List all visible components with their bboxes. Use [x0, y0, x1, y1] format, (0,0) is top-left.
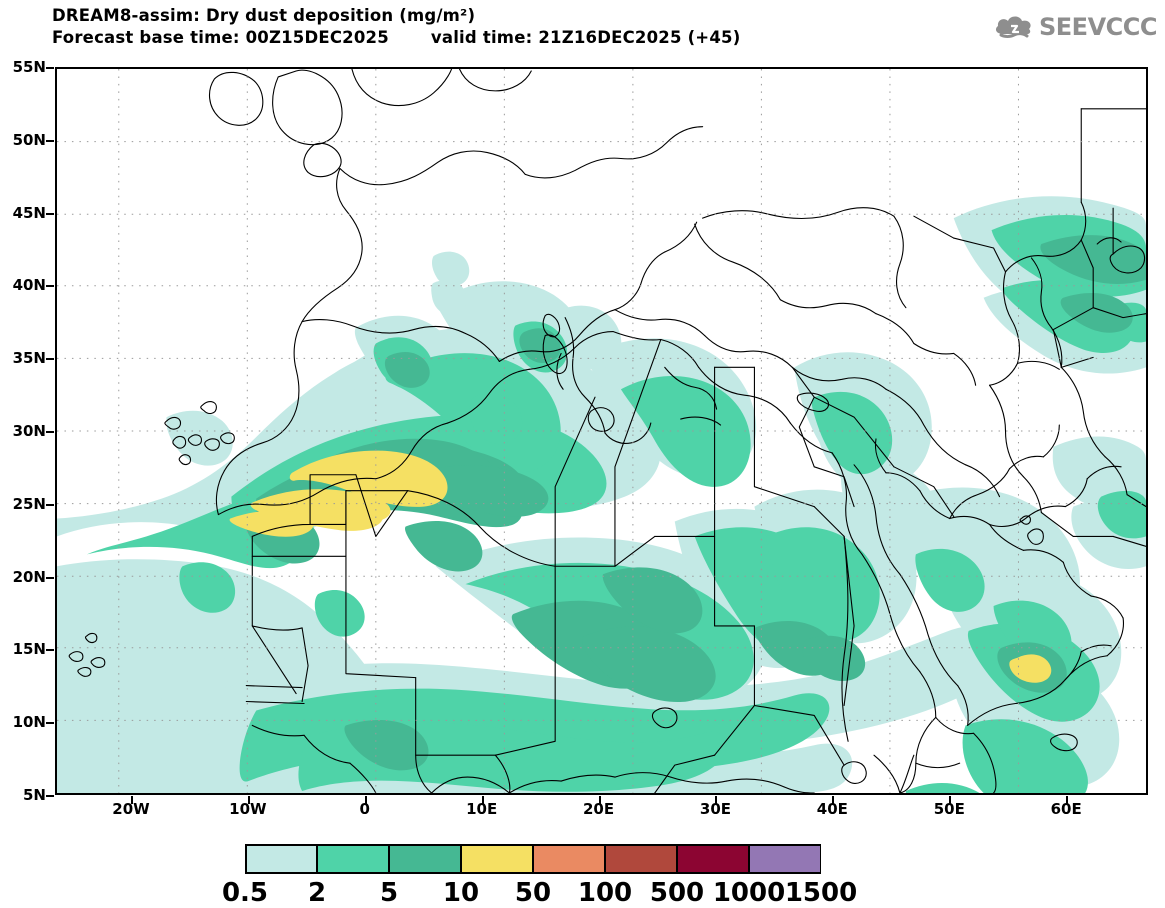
- dust-deposition-map: [57, 69, 1146, 793]
- x-axis-label: 20W: [112, 800, 150, 818]
- y-axis-label: 25N: [12, 494, 46, 513]
- y-axis-tick: [46, 722, 54, 725]
- colorbar-swatch: [245, 844, 317, 874]
- colorbar-tick-label: 2: [307, 878, 327, 908]
- y-axis-tick: [46, 503, 54, 506]
- x-axis-tick: [364, 796, 367, 804]
- chart-header: DREAM8-assim: Dry dust deposition (mg/m²…: [0, 0, 1165, 58]
- seevccc-logo: SEEVCCC: [993, 10, 1158, 44]
- x-axis-label: 0: [359, 800, 370, 818]
- y-axis-label: 20N: [12, 567, 46, 586]
- colorbar-swatch: [677, 844, 749, 874]
- colorbar-swatch: [749, 844, 821, 874]
- x-axis-tick: [832, 796, 835, 804]
- y-axis-label: 15N: [12, 640, 46, 659]
- y-axis-label: 10N: [12, 713, 46, 732]
- map-gridlines: [57, 69, 1146, 793]
- y-axis-tick: [46, 67, 54, 69]
- colorbar-tick-label: 100: [577, 878, 633, 908]
- y-axis-label: 50N: [12, 130, 46, 149]
- x-axis-label: 20E: [583, 800, 615, 818]
- x-axis-tick: [247, 796, 250, 804]
- colorbar-swatch: [317, 844, 389, 874]
- x-axis-tick: [715, 796, 718, 804]
- x-axis-tick: [949, 796, 952, 804]
- colorbar-tick-label: 500: [649, 878, 705, 908]
- page-title: DREAM8-assim: Dry dust deposition (mg/m²…: [52, 6, 476, 25]
- y-axis-label: 45N: [12, 203, 46, 222]
- colorbar-tick-label: 10: [442, 878, 480, 908]
- x-axis-label: 30E: [699, 800, 732, 818]
- map-plot-area: [55, 67, 1148, 795]
- y-axis-label: 30N: [12, 422, 46, 440]
- x-axis-label: 10E: [466, 800, 498, 818]
- y-axis-tick: [46, 431, 54, 433]
- x-axis-label: 50E: [933, 800, 965, 818]
- colorbar-tick-label: 1000: [712, 878, 786, 908]
- y-axis-tick: [46, 649, 54, 652]
- y-axis-label: 5N: [23, 786, 46, 804]
- x-axis-tick: [1066, 796, 1069, 804]
- base-time-text: Forecast base time: 00Z15DEC2025: [52, 28, 389, 47]
- y-axis-tick: [46, 139, 54, 142]
- cloud-icon: [995, 16, 1031, 38]
- y-axis-label: 40N: [12, 276, 46, 295]
- y-axis-tick: [46, 795, 54, 797]
- colorbar-swatches: [245, 844, 821, 874]
- x-axis-tick: [130, 796, 133, 804]
- logo-text: SEEVCCC: [1039, 13, 1158, 41]
- y-axis-label: 35N: [12, 349, 46, 368]
- x-axis-label: 10W: [229, 800, 267, 818]
- y-axis-tick: [46, 576, 54, 579]
- colorbar: 0.5 2 5 10 50 100 500 1000 1500: [0, 838, 1165, 908]
- y-axis-tick: [46, 212, 54, 215]
- y-axis-tick: [46, 285, 54, 288]
- colorbar-tick-label: 50: [514, 878, 552, 908]
- colorbar-tick-label: 1500: [784, 878, 858, 908]
- x-axis-label: 60E: [1050, 800, 1082, 818]
- x-axis-label: 40E: [816, 800, 848, 818]
- colorbar-swatch: [461, 844, 533, 874]
- x-axis-tick: [598, 796, 601, 804]
- colorbar-tick-label: 0.5: [221, 878, 269, 908]
- coastline-and-borders: [68, 69, 1146, 793]
- colorbar-swatch: [389, 844, 461, 874]
- y-axis-tick: [46, 358, 54, 361]
- y-axis-label: 55N: [12, 58, 46, 76]
- colorbar-swatch: [605, 844, 677, 874]
- valid-time-text: valid time: 21Z16DEC2025 (+45): [430, 28, 741, 47]
- colorbar-swatch: [533, 844, 605, 874]
- forecast-time-subtitle: Forecast base time: 00Z15DEC2025 valid ti…: [52, 28, 740, 47]
- x-axis-tick: [481, 796, 484, 804]
- colorbar-tick-label: 5: [379, 878, 399, 908]
